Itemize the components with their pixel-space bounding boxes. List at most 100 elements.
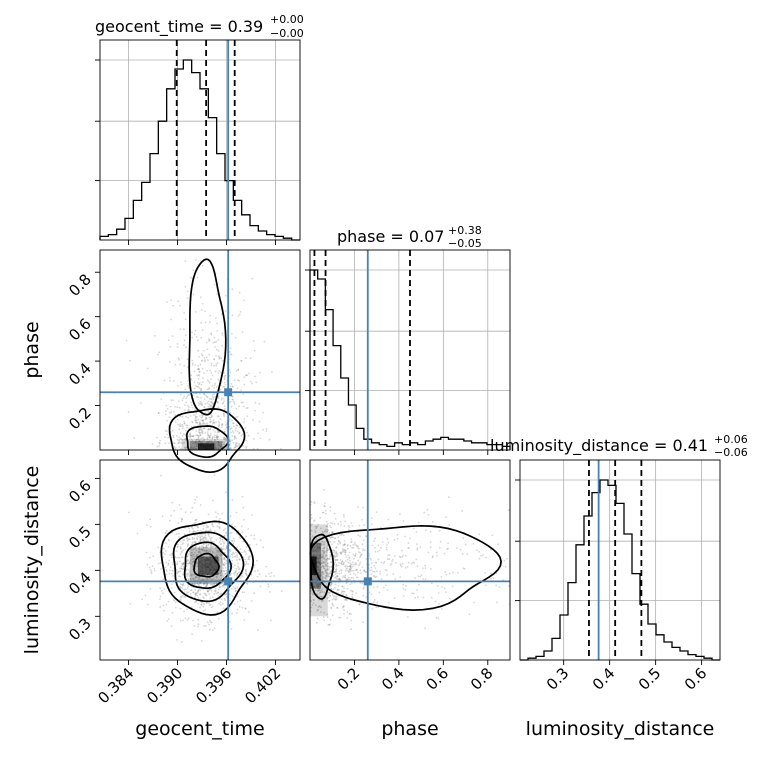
sample-point <box>194 589 197 591</box>
sample-point <box>325 558 328 561</box>
sample-point <box>193 555 196 558</box>
sample-point <box>357 547 359 550</box>
sample-point <box>218 526 221 529</box>
sample-point <box>254 401 257 404</box>
sample-point <box>326 564 329 567</box>
sample-point <box>244 569 247 572</box>
sample-point <box>400 565 403 568</box>
sample-point <box>176 438 179 441</box>
sample-point <box>256 559 258 562</box>
sample-point <box>186 297 189 299</box>
sample-point <box>331 594 334 597</box>
sample-point <box>203 582 206 585</box>
sample-point <box>210 416 213 418</box>
sample-point <box>330 583 333 585</box>
sample-point <box>320 527 322 530</box>
sample-point <box>186 358 189 361</box>
sample-point <box>230 447 233 450</box>
sample-point <box>319 548 322 551</box>
sample-point <box>215 340 218 343</box>
sample-point <box>231 553 233 556</box>
sample-point <box>320 557 323 559</box>
sample-point <box>349 559 351 562</box>
sample-point <box>224 548 227 551</box>
sample-point <box>158 442 161 445</box>
sample-point <box>223 563 226 566</box>
sample-point <box>176 346 179 348</box>
sample-point <box>198 387 201 390</box>
sample-point <box>363 570 366 572</box>
sample-point <box>191 538 194 540</box>
scatter-luminosity-distance-vs-phase-contour-0 <box>309 524 502 611</box>
sample-point <box>216 551 219 554</box>
sample-point <box>188 386 190 389</box>
sample-point <box>180 508 183 510</box>
sample-point <box>228 374 231 377</box>
sample-point <box>191 421 194 424</box>
sample-point <box>188 553 190 555</box>
sample-point <box>369 557 371 560</box>
sample-point <box>444 571 447 573</box>
sample-point <box>178 436 181 438</box>
sample-point <box>186 575 189 578</box>
sample-point <box>326 520 328 523</box>
sample-point <box>245 407 248 410</box>
sample-point <box>416 596 419 599</box>
sample-point <box>244 608 247 610</box>
sample-point <box>316 585 318 588</box>
sample-point <box>209 603 212 606</box>
sample-point <box>201 578 204 581</box>
sample-point <box>354 563 356 566</box>
sample-point <box>386 589 389 591</box>
sample-point <box>446 548 449 550</box>
sample-point <box>335 546 337 549</box>
sample-point <box>342 605 345 608</box>
sample-point <box>211 385 214 387</box>
sample-point <box>206 437 209 439</box>
sample-point <box>322 549 325 552</box>
sample-point <box>223 529 225 532</box>
sample-point <box>351 565 354 568</box>
sample-point <box>383 562 385 565</box>
sample-point <box>204 359 207 361</box>
sample-point <box>194 577 197 579</box>
sample-point <box>182 573 184 576</box>
sample-point <box>344 560 347 562</box>
sample-point <box>217 441 220 444</box>
sample-point <box>349 568 352 571</box>
sample-point <box>217 588 220 591</box>
sample-point <box>196 438 199 441</box>
sample-point <box>160 568 162 570</box>
sample-point <box>194 540 197 543</box>
sample-point <box>236 556 239 559</box>
sample-point <box>210 414 213 416</box>
sample-point <box>407 561 410 564</box>
sample-point <box>224 599 227 602</box>
sample-point <box>331 598 334 601</box>
sample-point <box>230 427 233 430</box>
sample-point <box>447 496 450 499</box>
sample-point <box>201 414 203 416</box>
sample-point <box>257 629 259 632</box>
sample-point <box>402 554 405 557</box>
sample-point <box>342 593 345 595</box>
sample-point <box>206 422 209 425</box>
sample-point <box>210 621 213 624</box>
sample-point <box>322 551 325 554</box>
sample-point <box>249 380 252 383</box>
sample-point <box>182 549 185 552</box>
sample-point <box>196 368 199 370</box>
sample-point <box>315 526 318 529</box>
sample-point <box>245 445 248 448</box>
sample-point <box>190 606 193 609</box>
sample-point <box>362 621 364 624</box>
sample-point <box>175 533 178 536</box>
sample-point <box>359 551 361 554</box>
sample-point <box>329 525 331 527</box>
sample-point <box>317 583 320 586</box>
sample-point <box>341 551 344 554</box>
sample-point <box>200 389 203 391</box>
sample-point <box>312 594 314 596</box>
sample-point <box>245 357 247 359</box>
scatter-phase-vs-geocent-time-contour-2 <box>188 258 227 416</box>
